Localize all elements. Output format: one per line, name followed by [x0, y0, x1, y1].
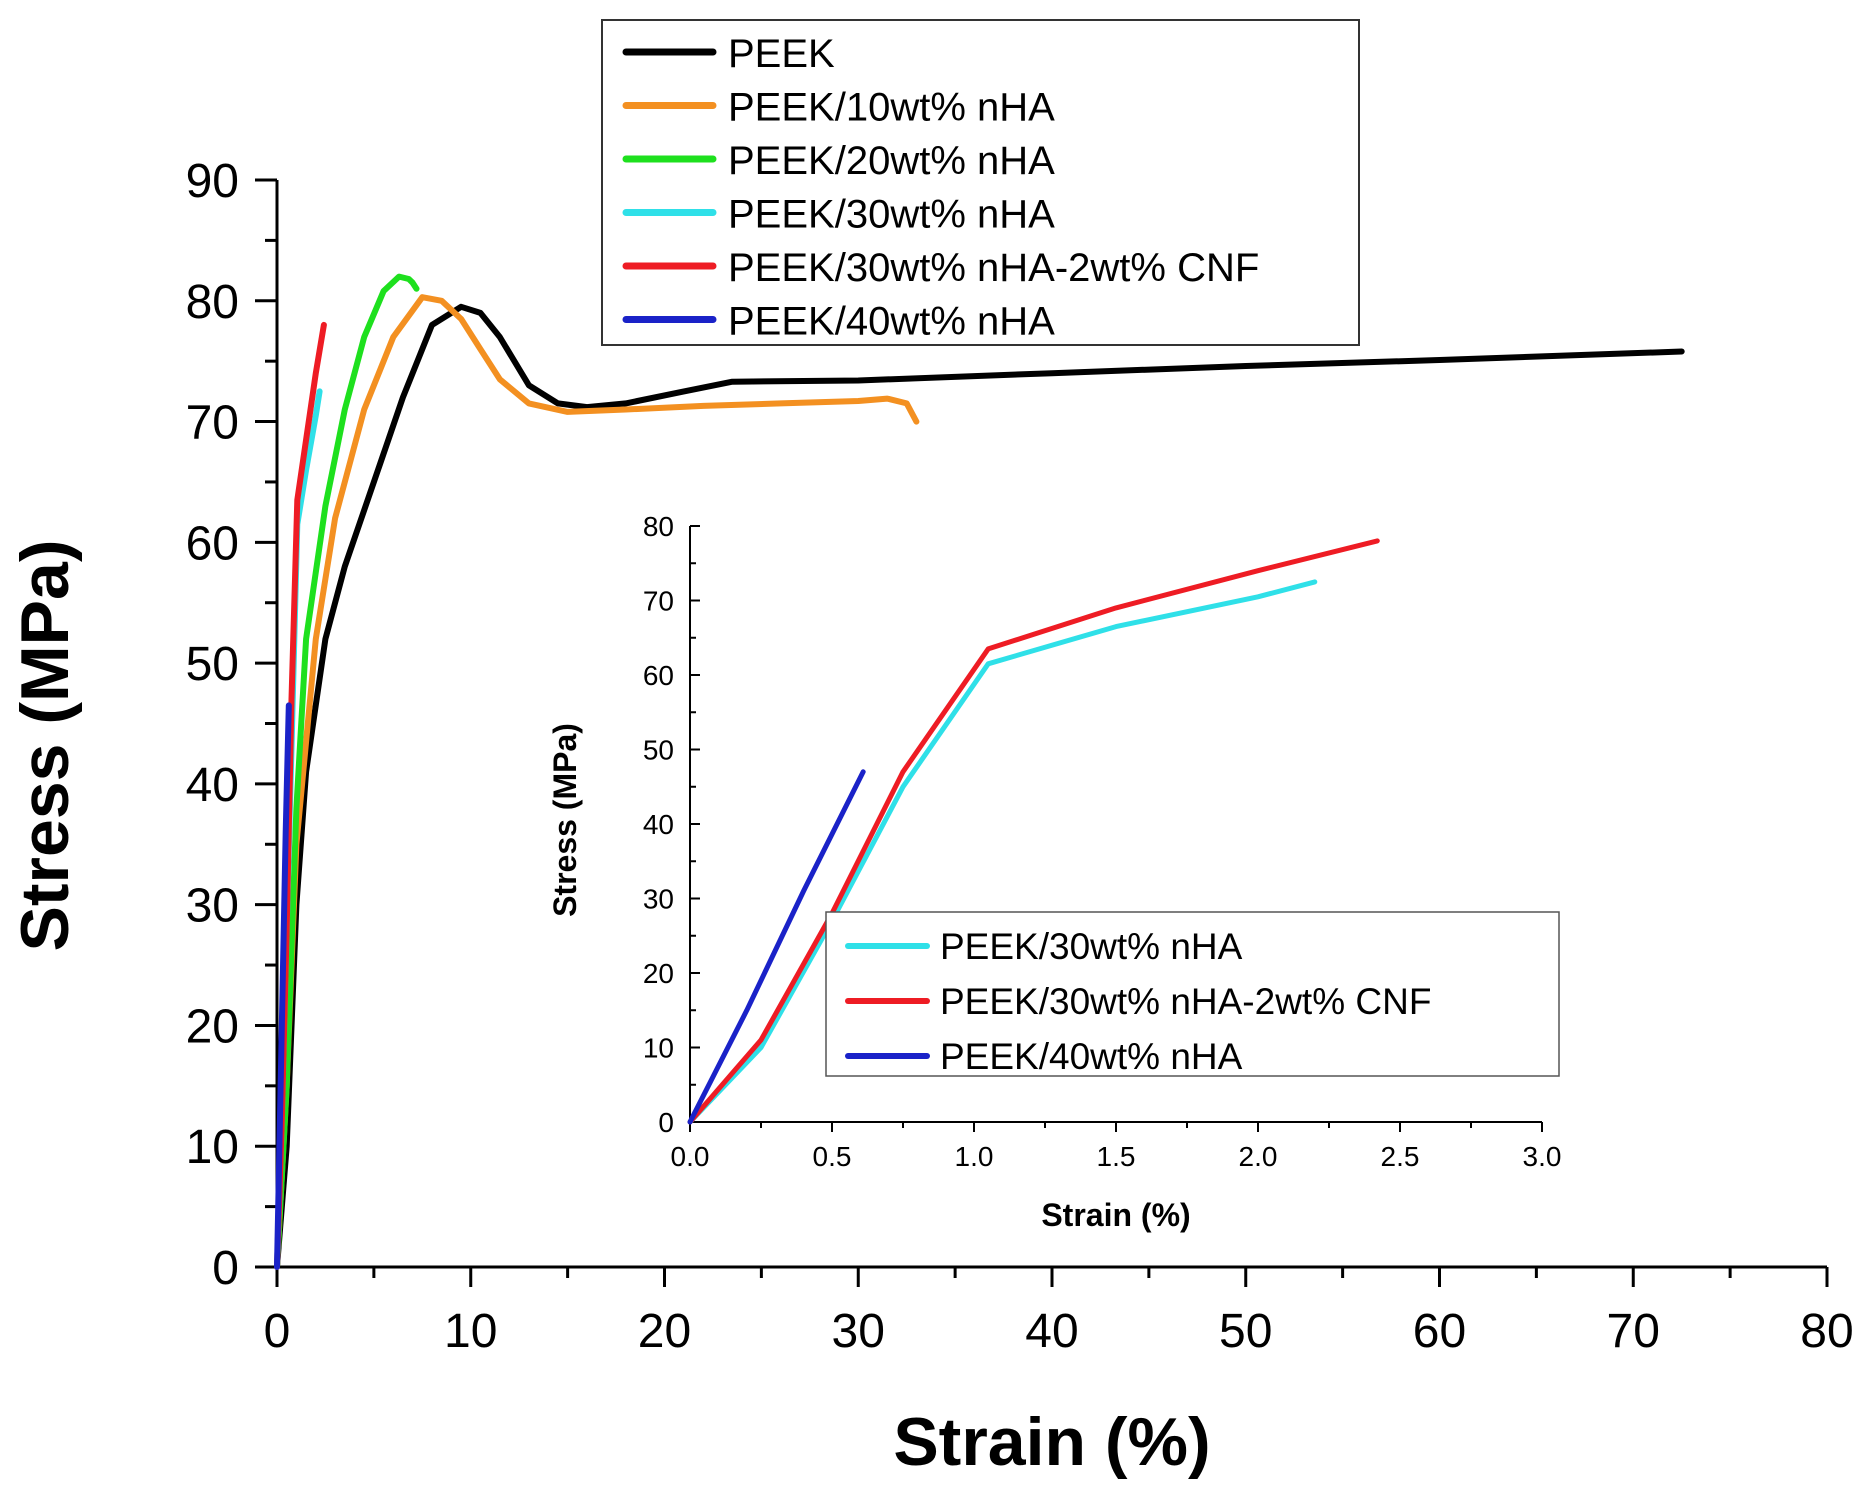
- x-tick-label: 70: [1607, 1305, 1660, 1358]
- inset-y-axis-title: Stress (MPa): [547, 723, 583, 917]
- inset-x-tick-label: 1.0: [955, 1141, 994, 1172]
- inset-x-tick-label: 0.0: [671, 1141, 710, 1172]
- y-tick-label: 30: [186, 880, 239, 933]
- inset-series-line-1: [687, 538, 1380, 1125]
- legend-frame: [601, 19, 1360, 346]
- inset-y-tick-label: 70: [643, 586, 674, 617]
- x-tick-label: 80: [1800, 1305, 1853, 1358]
- legend-label: PEEK: [728, 32, 835, 76]
- inset-legend: PEEK/30wt% nHA PEEK/30wt% nHA-2wt% CNF PEE…: [825, 911, 1560, 1077]
- inset-y-tick-label: 60: [643, 660, 674, 691]
- y-tick-label: 60: [186, 517, 239, 570]
- legend-label: PEEK/20wt% nHA: [728, 139, 1055, 183]
- x-tick-label: 20: [638, 1305, 691, 1358]
- y-tick-label: 0: [212, 1242, 239, 1295]
- inset-y-tick-label: 0: [658, 1107, 674, 1138]
- y-tick-label: 90: [186, 155, 239, 208]
- inset-y-tick-label: 80: [643, 511, 674, 542]
- legend-label: PEEK/30wt% nHA-2wt% CNF: [728, 246, 1259, 290]
- series-line-2: [274, 273, 420, 1270]
- x-tick-label: 10: [444, 1305, 497, 1358]
- legend-label: PEEK/30wt% nHA: [728, 193, 1055, 237]
- y-tick-label: 80: [186, 276, 239, 329]
- inset-x-axis-title: Strain (%): [1041, 1197, 1190, 1233]
- inset-legend-label: PEEK/40wt% nHA: [940, 1036, 1243, 1077]
- inset-x-tick-label: 2.5: [1381, 1141, 1420, 1172]
- inset-legend-label: PEEK/30wt% nHA: [940, 926, 1243, 967]
- inset-x-tick-label: 0.5: [813, 1141, 852, 1172]
- legend-label: PEEK/10wt% nHA: [728, 86, 1055, 130]
- inset-x-tick-label: 1.5: [1097, 1141, 1136, 1172]
- inset-legend-label: PEEK/30wt% nHA-2wt% CNF: [940, 981, 1431, 1022]
- inset-y-tick-label: 50: [643, 735, 674, 766]
- inset-x-tick-label: 3.0: [1523, 1141, 1562, 1172]
- inset-y-tick-label: 40: [643, 809, 674, 840]
- inset-x-tick-label: 2.0: [1239, 1141, 1278, 1172]
- y-tick-label: 70: [186, 397, 239, 450]
- series-line-5: [274, 702, 292, 1270]
- x-tick-label: 40: [1025, 1305, 1078, 1358]
- x-tick-label: 30: [832, 1305, 885, 1358]
- y-axis-title: Stress (MPa): [7, 540, 83, 952]
- y-tick-label: 10: [186, 1121, 239, 1174]
- x-tick-label: 0: [264, 1305, 291, 1358]
- x-tick-label: 50: [1219, 1305, 1272, 1358]
- x-axis-title: Strain (%): [893, 1404, 1210, 1480]
- main-plot: 0 10 20 30 40 50 60 70 80 90 0 10 20 30 40 50 60 70 80 Stra…: [7, 155, 1854, 1480]
- inset-y-tick-label: 20: [643, 958, 674, 989]
- inset-plot: 0 10 20 30 40 50 60 70 80 0.0 0.5 1.0 1.5 2.0 2.5 3.0 St…: [547, 511, 1561, 1233]
- y-tick-label: 20: [186, 1000, 239, 1053]
- inset-y-tick-label: 30: [643, 884, 674, 915]
- y-tick-label: 50: [186, 638, 239, 691]
- inset-series-line-0: [687, 579, 1318, 1125]
- series-line-1: [274, 294, 920, 1270]
- inset-legend-frame: [825, 911, 1560, 1077]
- inset-series-line-2: [687, 769, 866, 1125]
- x-tick-label: 60: [1413, 1305, 1466, 1358]
- legend-label: PEEK/40wt% nHA: [728, 300, 1055, 344]
- inset-y-tick-label: 10: [643, 1033, 674, 1064]
- y-tick-label: 40: [186, 759, 239, 812]
- main-legend: PEEK PEEK/10wt% nHA PEEK/20wt% nHA PEEK/30w…: [601, 19, 1360, 346]
- series-line-0: [274, 303, 1685, 1270]
